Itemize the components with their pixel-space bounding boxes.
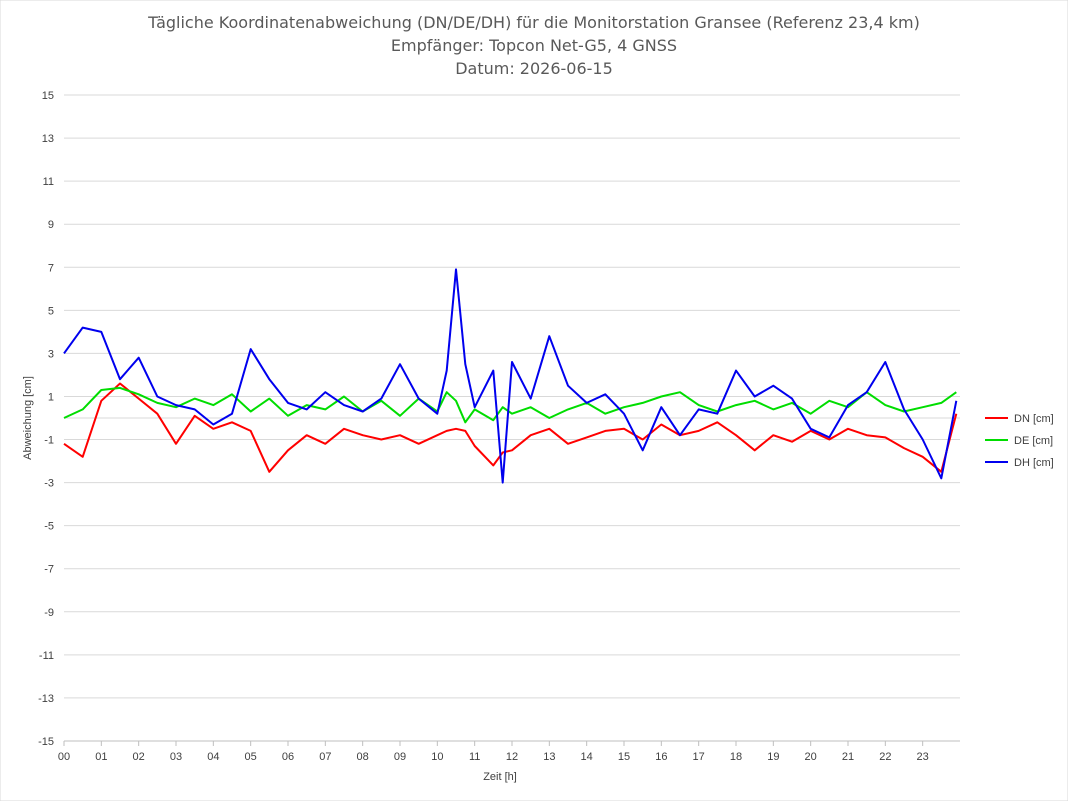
x-tick-label: 08 — [357, 751, 369, 763]
x-tick-label: 21 — [842, 751, 854, 763]
y-tick-label: -9 — [44, 607, 54, 619]
y-tick-label: 3 — [48, 348, 54, 360]
y-tick-label: -11 — [39, 650, 54, 662]
x-tick-label: 12 — [506, 751, 518, 763]
x-tick-label: 18 — [730, 751, 742, 763]
x-tick-label: 15 — [618, 751, 630, 763]
legend-label: DN [cm] — [1014, 413, 1054, 425]
y-axis-ticks: 15 13 11 9 7 5 3 1 -1 -3 -5 -7 -9 -11 -13 -15 — [38, 90, 54, 748]
x-tick-label: 05 — [245, 751, 257, 763]
chart-title: Tägliche Koordinatenabweichung (DN/DE/DH… — [147, 13, 920, 32]
x-tick-label: 22 — [879, 751, 891, 763]
series-line-de — [63, 386, 957, 424]
y-tick-label: 15 — [42, 90, 54, 102]
x-tick-label: 01 — [95, 751, 107, 763]
gridlines — [64, 94, 960, 742]
x-tick-label: 07 — [319, 751, 331, 763]
legend: DN [cm] DE [cm] DH [cm] — [985, 413, 1054, 469]
series-line-dh — [63, 268, 958, 484]
y-tick-label: 9 — [48, 219, 54, 231]
y-tick-label: -7 — [44, 564, 54, 576]
y-tick-label: 13 — [42, 133, 54, 145]
x-tick-label: 00 — [58, 751, 70, 763]
x-tick-label: 03 — [170, 751, 182, 763]
x-tick-label: 02 — [133, 751, 145, 763]
x-tick-label: 16 — [655, 751, 667, 763]
legend-label: DH [cm] — [1014, 457, 1054, 469]
x-tick-label: 11 — [469, 751, 480, 763]
x-tick-label: 17 — [693, 751, 705, 763]
x-axis-ticks: 00 01 02 03 04 05 06 07 08 09 10 11 12 13 14 15 16 17 18 19… — [58, 740, 960, 763]
y-tick-label: 7 — [48, 262, 54, 274]
x-tick-label: 20 — [805, 751, 817, 763]
chart-date: Datum: 2026-06-15 — [455, 59, 613, 78]
x-tick-label: 14 — [581, 751, 593, 763]
series-line-dn — [63, 382, 958, 473]
x-tick-label: 10 — [431, 751, 443, 763]
x-tick-label: 09 — [394, 751, 406, 763]
x-tick-label: 13 — [543, 751, 555, 763]
y-tick-label: -13 — [38, 693, 54, 705]
chart-subtitle: Empfänger: Topcon Net-G5, 4 GNSS — [391, 36, 677, 55]
legend-label: DE [cm] — [1014, 435, 1053, 447]
y-tick-label: 5 — [48, 305, 54, 317]
y-tick-label: -1 — [44, 435, 54, 447]
x-tick-label: 06 — [282, 751, 294, 763]
x-tick-label: 23 — [917, 751, 929, 763]
y-tick-label: -5 — [44, 521, 54, 533]
y-tick-label: 11 — [43, 176, 54, 188]
x-axis-label: Zeit [h] — [483, 771, 517, 783]
x-tick-label: 04 — [207, 751, 219, 763]
series-lines — [63, 268, 958, 484]
y-tick-label: 1 — [48, 391, 54, 403]
y-axis-label: Abweichung [cm] — [22, 376, 34, 460]
y-tick-label: -3 — [44, 478, 54, 490]
x-tick-label: 19 — [767, 751, 779, 763]
y-tick-label: -15 — [38, 736, 54, 748]
